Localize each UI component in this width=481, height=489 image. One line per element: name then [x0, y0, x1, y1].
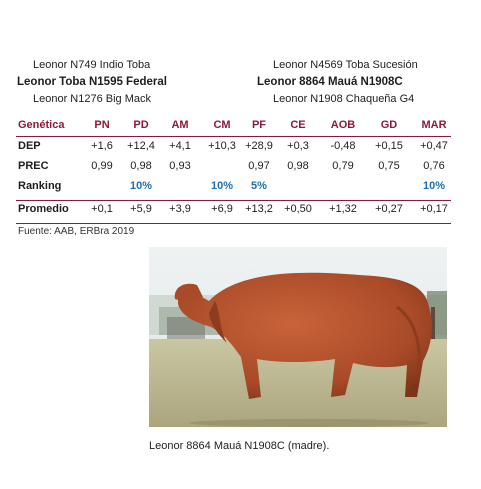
table-cell: +0,17 — [412, 203, 456, 215]
table-rule — [16, 223, 451, 224]
col-header: CE — [276, 119, 320, 131]
col-header: PF — [237, 119, 281, 131]
ranking-cell: 10% — [119, 180, 163, 192]
col-header: PD — [119, 119, 163, 131]
table-row: DEP +1,6 +12,4 +4,1 +10,3 +28,9 +0,3 -0,… — [16, 137, 451, 157]
table-row-promedio: Promedio +0,1 +5,9 +3,9 +6,9 +13,2 +0,50… — [16, 200, 451, 220]
col-header: AOB — [321, 119, 365, 131]
table-cell: 0,93 — [158, 160, 202, 172]
table-row: PREC 0,99 0,98 0,93 0,97 0,98 0,79 0,75 … — [16, 157, 451, 177]
table-cell: +4,1 — [158, 140, 202, 152]
table-cell: +3,9 — [158, 203, 202, 215]
table-cell: +12,4 — [119, 140, 163, 152]
sire-sire-name: Leonor N749 Indio Toba — [33, 59, 150, 72]
table-cell: -0,48 — [321, 140, 365, 152]
sire-name: Leonor Toba N1595 Federal — [17, 76, 167, 89]
dam-dam-name: Leonor N1908 Chaqueña G4 — [273, 93, 414, 106]
table-cell: 0,98 — [119, 160, 163, 172]
cow-illustration — [149, 247, 447, 427]
table-header-row: Genética PN PD AM CM PF CE AOB GD MAR — [16, 116, 451, 136]
row-label: Ranking — [18, 180, 61, 192]
table-cell: 0,99 — [80, 160, 124, 172]
table-cell: 0,79 — [321, 160, 365, 172]
col-header: PN — [80, 119, 124, 131]
dam-sire-name: Leonor N4569 Toba Sucesión — [273, 59, 418, 72]
col-header: AM — [158, 119, 202, 131]
table-row: Ranking 10% 10% 5% 10% — [16, 177, 451, 197]
cow-photo — [149, 247, 447, 427]
genetics-table: Genética PN PD AM CM PF CE AOB GD MAR DE… — [16, 116, 451, 220]
header-label: Genética — [18, 119, 64, 131]
col-header: MAR — [412, 119, 456, 131]
source-note: Fuente: AAB, ERBra 2019 — [18, 226, 134, 237]
table-cell: +0,15 — [367, 140, 411, 152]
ranking-cell: 5% — [237, 180, 281, 192]
row-label: DEP — [18, 140, 41, 152]
table-cell: +1,6 — [80, 140, 124, 152]
row-label: Promedio — [18, 203, 69, 215]
row-label: PREC — [18, 160, 49, 172]
photo-caption: Leonor 8864 Mauá N1908C (madre). — [149, 440, 329, 452]
dam-name: Leonor 8864 Mauá N1908C — [257, 76, 403, 89]
table-cell: +0,1 — [80, 203, 124, 215]
col-header: GD — [367, 119, 411, 131]
sire-dam-name: Leonor N1276 Big Mack — [33, 93, 151, 106]
table-cell: +5,9 — [119, 203, 163, 215]
table-cell: +0,50 — [276, 203, 320, 215]
table-cell: +0,3 — [276, 140, 320, 152]
table-cell: +13,2 — [237, 203, 281, 215]
table-cell: 0,97 — [237, 160, 281, 172]
table-cell: +0,27 — [367, 203, 411, 215]
pedigree: Leonor N749 Indio Toba Leonor Toba N1595… — [0, 57, 481, 109]
table-cell: +0,47 — [412, 140, 456, 152]
table-cell: 0,98 — [276, 160, 320, 172]
table-cell: 0,76 — [412, 160, 456, 172]
table-cell: +28,9 — [237, 140, 281, 152]
table-cell: 0,75 — [367, 160, 411, 172]
table-cell: +1,32 — [321, 203, 365, 215]
ranking-cell: 10% — [412, 180, 456, 192]
